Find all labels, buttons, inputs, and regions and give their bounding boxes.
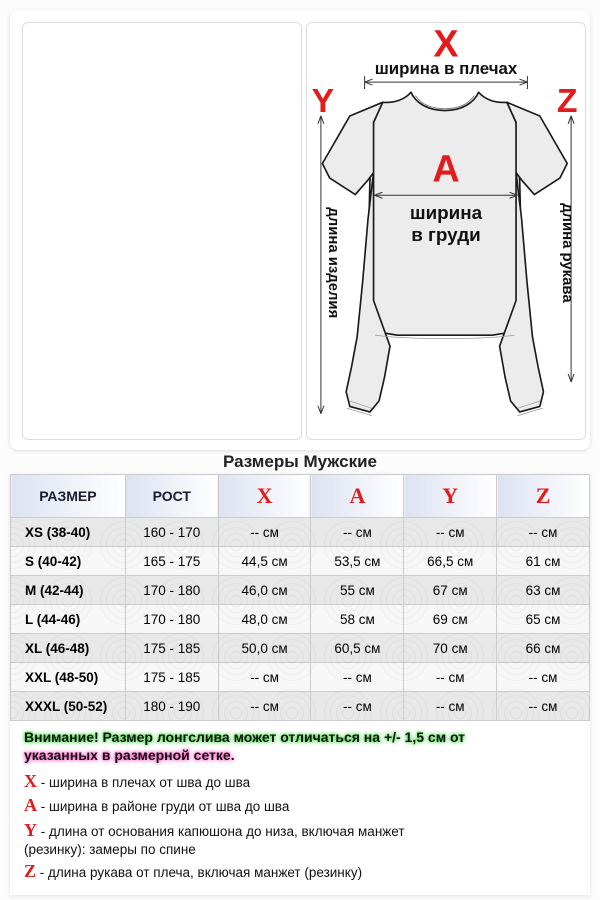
svg-text:длина изделия: длина изделия <box>325 207 341 318</box>
svg-text:Z: Z <box>557 82 578 120</box>
svg-text:Y: Y <box>312 82 335 120</box>
svg-text:в груди: в груди <box>411 224 481 245</box>
svg-text:длина рукава: длина рукава <box>559 203 575 303</box>
svg-text:A: A <box>432 147 459 189</box>
svg-text:X: X <box>433 23 458 64</box>
svg-text:ширина в плечах: ширина в плечах <box>375 59 518 78</box>
svg-text:ширина: ширина <box>410 202 483 223</box>
